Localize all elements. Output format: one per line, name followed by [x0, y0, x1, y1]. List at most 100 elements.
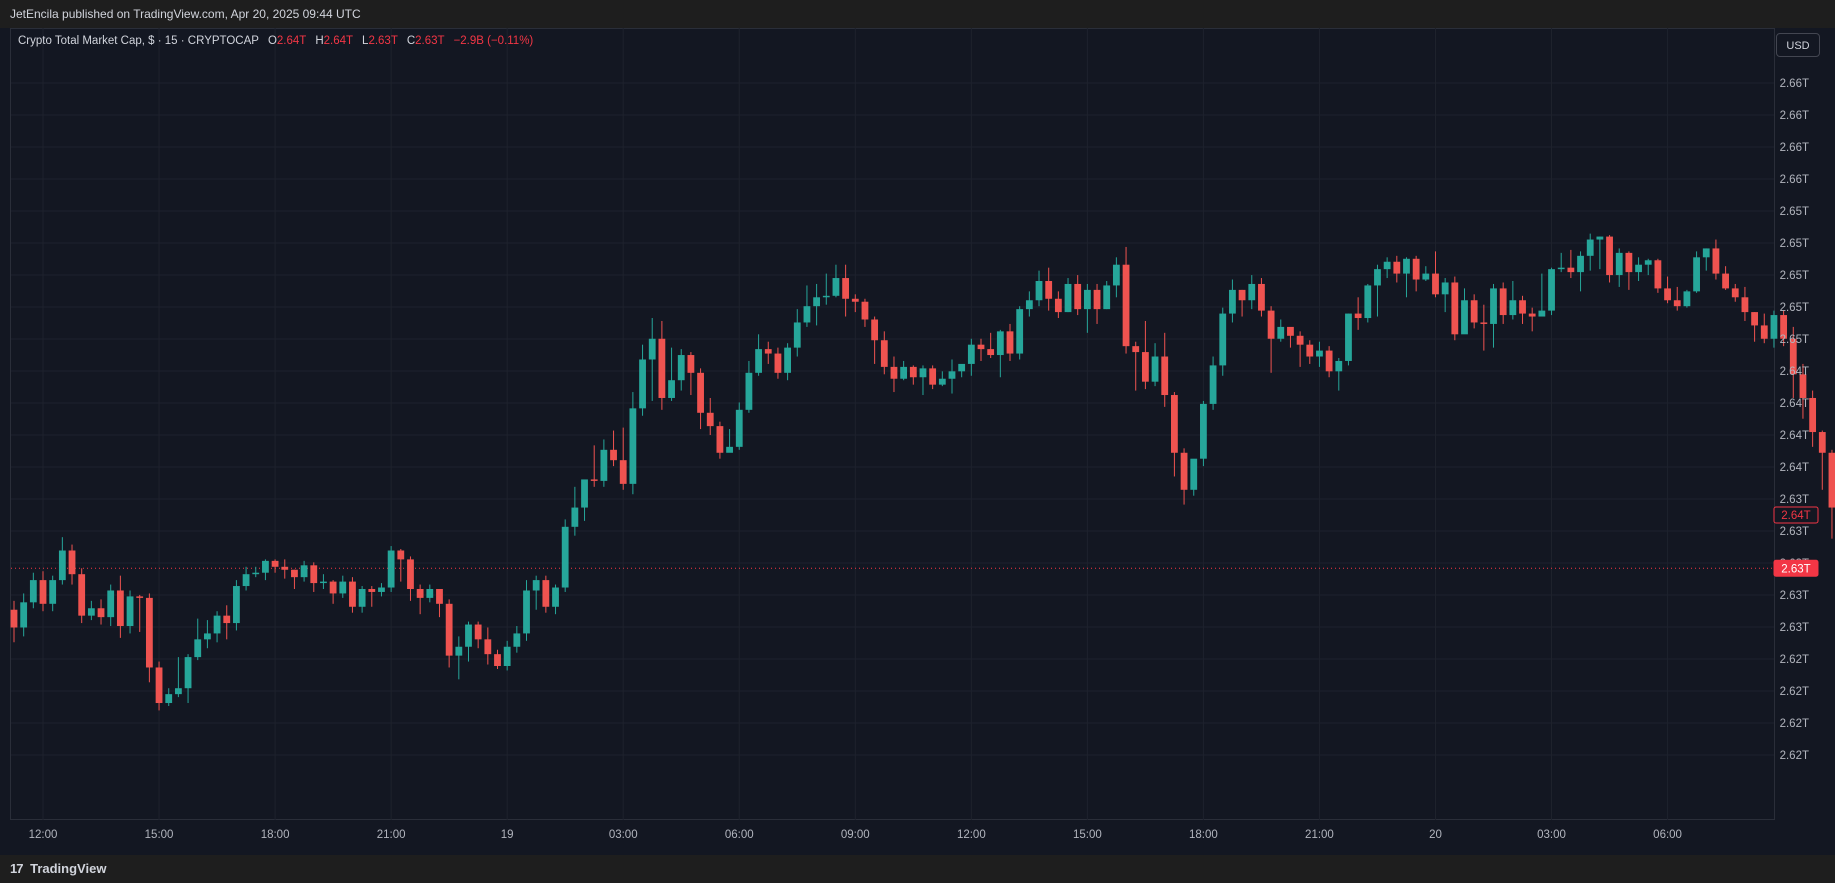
- candle-body: [474, 624, 482, 640]
- x-tick-label: 06:00: [1653, 829, 1682, 841]
- candle-body: [1258, 283, 1265, 311]
- candle-body: [1596, 236, 1604, 240]
- candle-body: [1393, 261, 1401, 274]
- candle-body: [184, 657, 192, 689]
- candle-body: [1383, 261, 1391, 270]
- candle-body: [1132, 346, 1140, 353]
- candle-body: [929, 368, 937, 385]
- candle-body: [1615, 252, 1623, 276]
- candle-body: [300, 565, 308, 578]
- candle-body: [1606, 236, 1613, 276]
- candle-body: [871, 319, 879, 341]
- candle-body: [842, 278, 850, 299]
- open-value: 2.64T: [276, 35, 307, 47]
- candle-body: [1238, 289, 1246, 301]
- candle-body: [1209, 365, 1217, 404]
- candle-body: [1751, 312, 1758, 326]
- candle-body: [1693, 257, 1700, 292]
- candle-body: [822, 295, 830, 298]
- symbol-title[interactable]: Crypto Total Market Cap, $ · 15 · CRYPTO…: [18, 35, 259, 47]
- high-price-marker-label: 2.64T: [1781, 510, 1810, 522]
- y-tick-label: 2.66T: [1780, 110, 1809, 122]
- candle-body: [1818, 432, 1826, 453]
- candle-body: [1490, 288, 1497, 324]
- candle-body: [213, 615, 221, 634]
- candle-body: [291, 569, 298, 578]
- candle-body: [726, 446, 733, 453]
- candle-body: [774, 353, 782, 373]
- open-label: O: [267, 35, 277, 47]
- candle-body: [552, 587, 559, 607]
- candle-body: [145, 597, 153, 668]
- candle-body: [919, 368, 927, 378]
- y-tick-label: 2.63T: [1780, 526, 1809, 538]
- candle-body: [174, 688, 182, 695]
- y-tick-label: 2.66T: [1780, 142, 1809, 154]
- candle-body: [310, 565, 318, 584]
- candle-body: [1354, 313, 1362, 319]
- time-axis: 12:00 15:00 18:00 21:00 19 03:00 06:00 09:00 12:…: [29, 829, 1682, 841]
- candle-body: [1364, 285, 1372, 319]
- candle-body: [938, 378, 946, 385]
- candle-body: [1180, 452, 1188, 490]
- candle-body: [909, 366, 917, 378]
- y-tick-label: 2.62T: [1780, 686, 1809, 698]
- x-tick-label: 12:00: [957, 829, 986, 841]
- candle-body: [1045, 281, 1053, 299]
- candle-body: [513, 633, 521, 647]
- candle-body: [494, 654, 501, 666]
- candle-body: [1035, 281, 1043, 301]
- candle-body: [948, 371, 956, 379]
- tradingview-brand[interactable]: 17 TradingView: [10, 855, 106, 883]
- candle-body: [194, 639, 202, 658]
- candle-body: [49, 580, 57, 604]
- candle-body: [987, 349, 995, 356]
- currency-button[interactable]: USD: [1776, 33, 1820, 57]
- candle-body: [639, 359, 646, 409]
- candle-body: [349, 581, 356, 607]
- candle-body: [1296, 335, 1304, 345]
- candle-body: [890, 366, 898, 379]
- candle-body: [1345, 313, 1352, 361]
- candle-body: [581, 479, 588, 508]
- candle-body: [397, 550, 405, 560]
- candle-body: [1760, 325, 1768, 339]
- candle-body: [68, 550, 76, 575]
- candle-body: [1557, 267, 1565, 270]
- candle-body: [10, 609, 18, 628]
- candle-body: [648, 338, 656, 360]
- y-tick-label: 2.65T: [1780, 238, 1809, 250]
- candle-body: [967, 344, 975, 364]
- candle-body: [668, 380, 675, 398]
- x-tick-label: 20: [1429, 829, 1442, 841]
- change-value: −2.9B (−0.11%): [453, 35, 534, 47]
- candle-body: [271, 560, 279, 567]
- candle-body: [658, 338, 666, 398]
- y-tick-label: 2.62T: [1780, 750, 1809, 762]
- x-tick-label: 12:00: [29, 829, 58, 841]
- candle-body: [1171, 395, 1178, 453]
- candle-body: [1625, 252, 1633, 273]
- candle-body: [97, 608, 105, 618]
- candle-body: [1789, 338, 1797, 375]
- candle-body: [523, 590, 530, 634]
- candle-body: [1480, 322, 1488, 324]
- candle-body: [803, 306, 811, 323]
- candle-body: [1519, 300, 1526, 314]
- y-tick-label: 2.64T: [1780, 430, 1809, 442]
- candle-body: [165, 694, 173, 704]
- candle-body: [629, 408, 637, 484]
- candle-body: [1287, 326, 1294, 336]
- candle-body: [58, 550, 66, 581]
- candle-body: [368, 589, 376, 592]
- candle-body: [1654, 260, 1662, 289]
- candle-body: [233, 586, 240, 624]
- candle-body: [1509, 300, 1517, 316]
- candle-body: [1828, 452, 1835, 508]
- candle-body: [116, 590, 124, 627]
- high-price-marker: 2.64T: [1773, 506, 1819, 524]
- y-tick-label: 2.65T: [1780, 206, 1809, 218]
- candle-body: [590, 479, 598, 481]
- candle-body: [107, 590, 115, 618]
